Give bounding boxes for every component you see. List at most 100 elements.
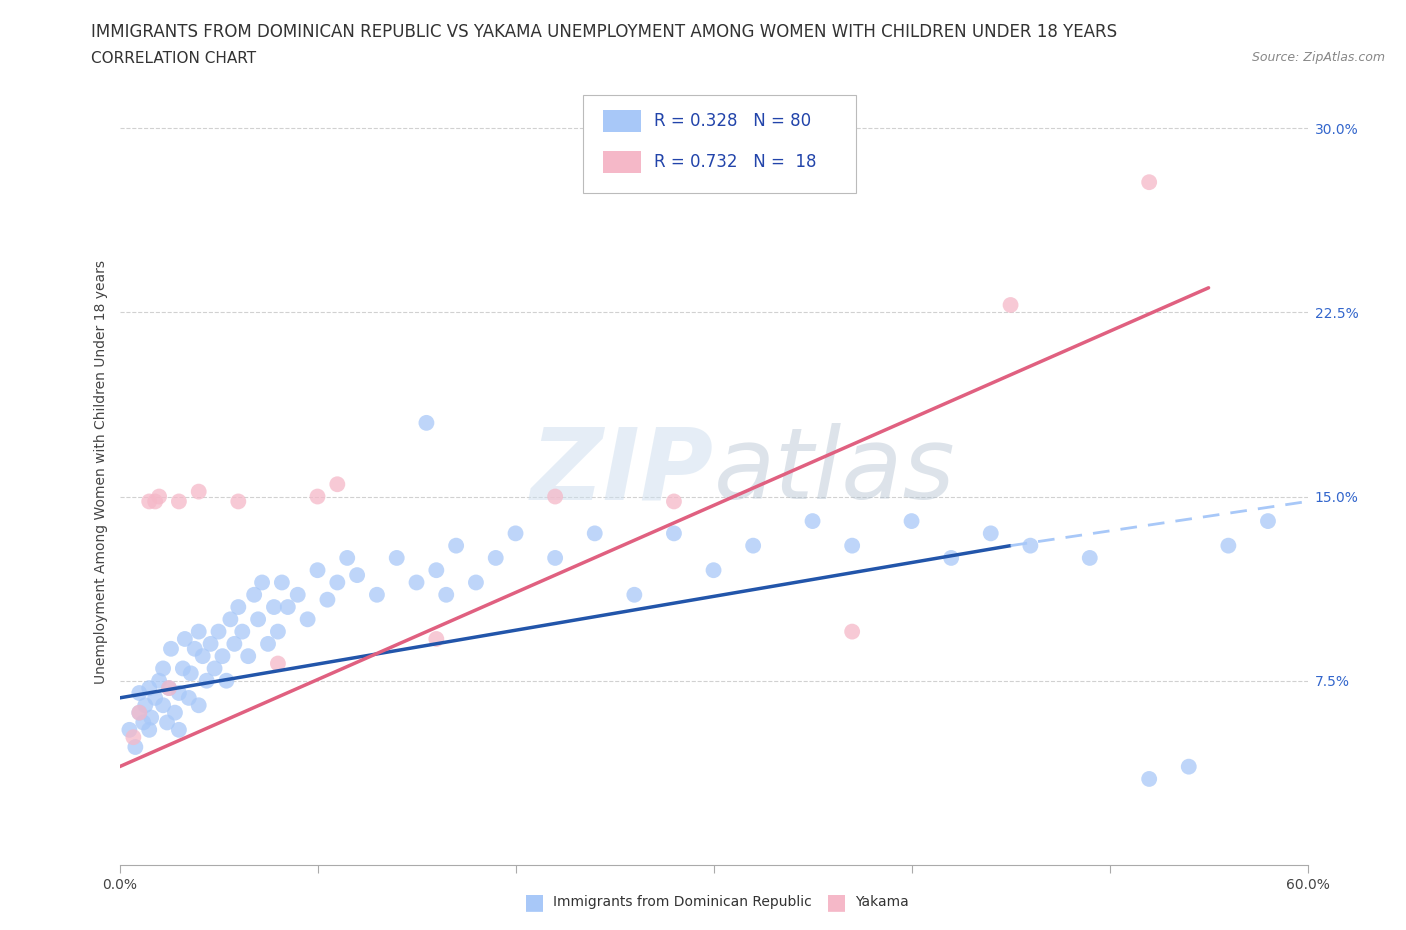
Point: [485, 551, 508, 565]
Point: [263, 600, 285, 615]
Point: [204, 661, 226, 676]
Text: ZIP: ZIP: [530, 423, 714, 521]
Point: [270, 575, 292, 590]
Point: [167, 685, 190, 700]
Point: [173, 631, 195, 646]
Point: [900, 513, 922, 528]
Point: [187, 485, 209, 499]
Point: [1218, 538, 1240, 553]
Y-axis label: Unemployment Among Women with Children Under 18 years: Unemployment Among Women with Children U…: [94, 260, 108, 684]
Point: [267, 624, 290, 639]
Point: [1019, 538, 1042, 553]
Point: [250, 575, 273, 590]
Text: ■: ■: [524, 892, 544, 912]
Point: [277, 600, 299, 615]
Point: [156, 715, 179, 730]
Text: R = 0.328   N = 80: R = 0.328 N = 80: [654, 112, 811, 129]
Point: [425, 563, 447, 578]
Point: [238, 649, 260, 664]
Point: [366, 588, 388, 603]
Point: [544, 489, 567, 504]
Point: [148, 673, 170, 688]
Point: [124, 739, 146, 754]
Point: [141, 711, 163, 725]
Point: [228, 600, 250, 615]
Point: [177, 690, 200, 705]
Point: [187, 624, 209, 639]
Point: [267, 656, 290, 671]
Text: CORRELATION CHART: CORRELATION CHART: [91, 51, 256, 66]
Point: [157, 681, 180, 696]
Text: atlas: atlas: [714, 423, 955, 521]
Point: [195, 673, 218, 688]
Point: [132, 715, 155, 730]
Point: [505, 526, 527, 541]
Point: [662, 526, 685, 541]
Point: [703, 563, 725, 578]
Point: [307, 563, 329, 578]
Point: [163, 705, 186, 720]
Point: [134, 698, 156, 712]
Point: [138, 723, 160, 737]
Point: [742, 538, 765, 553]
Point: [385, 551, 408, 565]
Point: [425, 631, 447, 646]
Point: [228, 494, 250, 509]
Point: [211, 649, 233, 664]
Point: [287, 588, 309, 603]
Point: [1137, 772, 1160, 787]
Point: [215, 673, 238, 688]
Point: [172, 661, 194, 676]
Point: [405, 575, 427, 590]
Point: [180, 666, 202, 681]
Point: [243, 588, 266, 603]
Point: [128, 705, 150, 720]
Bar: [603, 110, 641, 132]
Point: [941, 551, 963, 565]
Point: [307, 489, 329, 504]
Point: [841, 624, 863, 639]
Point: [167, 494, 190, 509]
Bar: [603, 152, 641, 173]
Point: [415, 416, 437, 431]
Text: Immigrants from Dominican Republic: Immigrants from Dominican Republic: [553, 895, 811, 910]
Text: IMMIGRANTS FROM DOMINICAN REPUBLIC VS YAKAMA UNEMPLOYMENT AMONG WOMEN WITH CHILD: IMMIGRANTS FROM DOMINICAN REPUBLIC VS YA…: [91, 23, 1118, 41]
Point: [316, 592, 339, 607]
Point: [231, 624, 253, 639]
Point: [247, 612, 270, 627]
Point: [152, 661, 174, 676]
Point: [224, 636, 246, 651]
Point: [160, 642, 183, 657]
Point: [184, 642, 207, 657]
Point: [128, 685, 150, 700]
Point: [662, 494, 685, 509]
Text: R = 0.732   N =  18: R = 0.732 N = 18: [654, 153, 817, 171]
Point: [346, 567, 368, 582]
Point: [841, 538, 863, 553]
Point: [143, 690, 166, 705]
Point: [143, 494, 166, 509]
Point: [118, 723, 141, 737]
Point: [980, 526, 1002, 541]
Point: [138, 681, 160, 696]
Point: [128, 705, 150, 720]
Text: Source: ZipAtlas.com: Source: ZipAtlas.com: [1251, 51, 1385, 64]
Point: [336, 551, 359, 565]
Point: [434, 588, 457, 603]
Point: [191, 649, 214, 664]
Point: [583, 526, 606, 541]
Point: [219, 612, 242, 627]
Text: ■: ■: [827, 892, 846, 912]
Point: [148, 489, 170, 504]
Text: Yakama: Yakama: [855, 895, 908, 910]
Point: [200, 636, 222, 651]
Point: [122, 730, 145, 745]
Point: [1078, 551, 1101, 565]
Point: [152, 698, 174, 712]
FancyBboxPatch shape: [583, 95, 856, 193]
Point: [1257, 513, 1279, 528]
Point: [297, 612, 319, 627]
Point: [167, 723, 190, 737]
Point: [444, 538, 467, 553]
Point: [1137, 175, 1160, 190]
